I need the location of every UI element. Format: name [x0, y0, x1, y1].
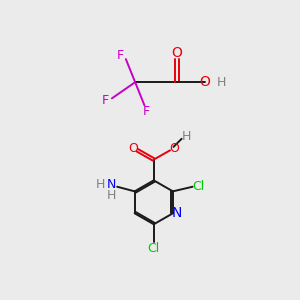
Text: Cl: Cl	[148, 242, 160, 255]
Text: Cl: Cl	[192, 180, 205, 193]
Text: H: H	[96, 178, 106, 191]
Text: H: H	[182, 130, 191, 143]
Text: O: O	[170, 142, 180, 154]
Text: H: H	[107, 190, 116, 202]
Text: H: H	[217, 76, 226, 89]
Text: N: N	[107, 178, 116, 191]
Text: F: F	[116, 49, 124, 62]
Text: F: F	[101, 94, 109, 107]
Text: N: N	[171, 206, 182, 220]
Text: F: F	[143, 105, 150, 118]
Text: O: O	[172, 46, 182, 60]
Text: O: O	[200, 75, 210, 89]
Text: O: O	[128, 142, 138, 154]
